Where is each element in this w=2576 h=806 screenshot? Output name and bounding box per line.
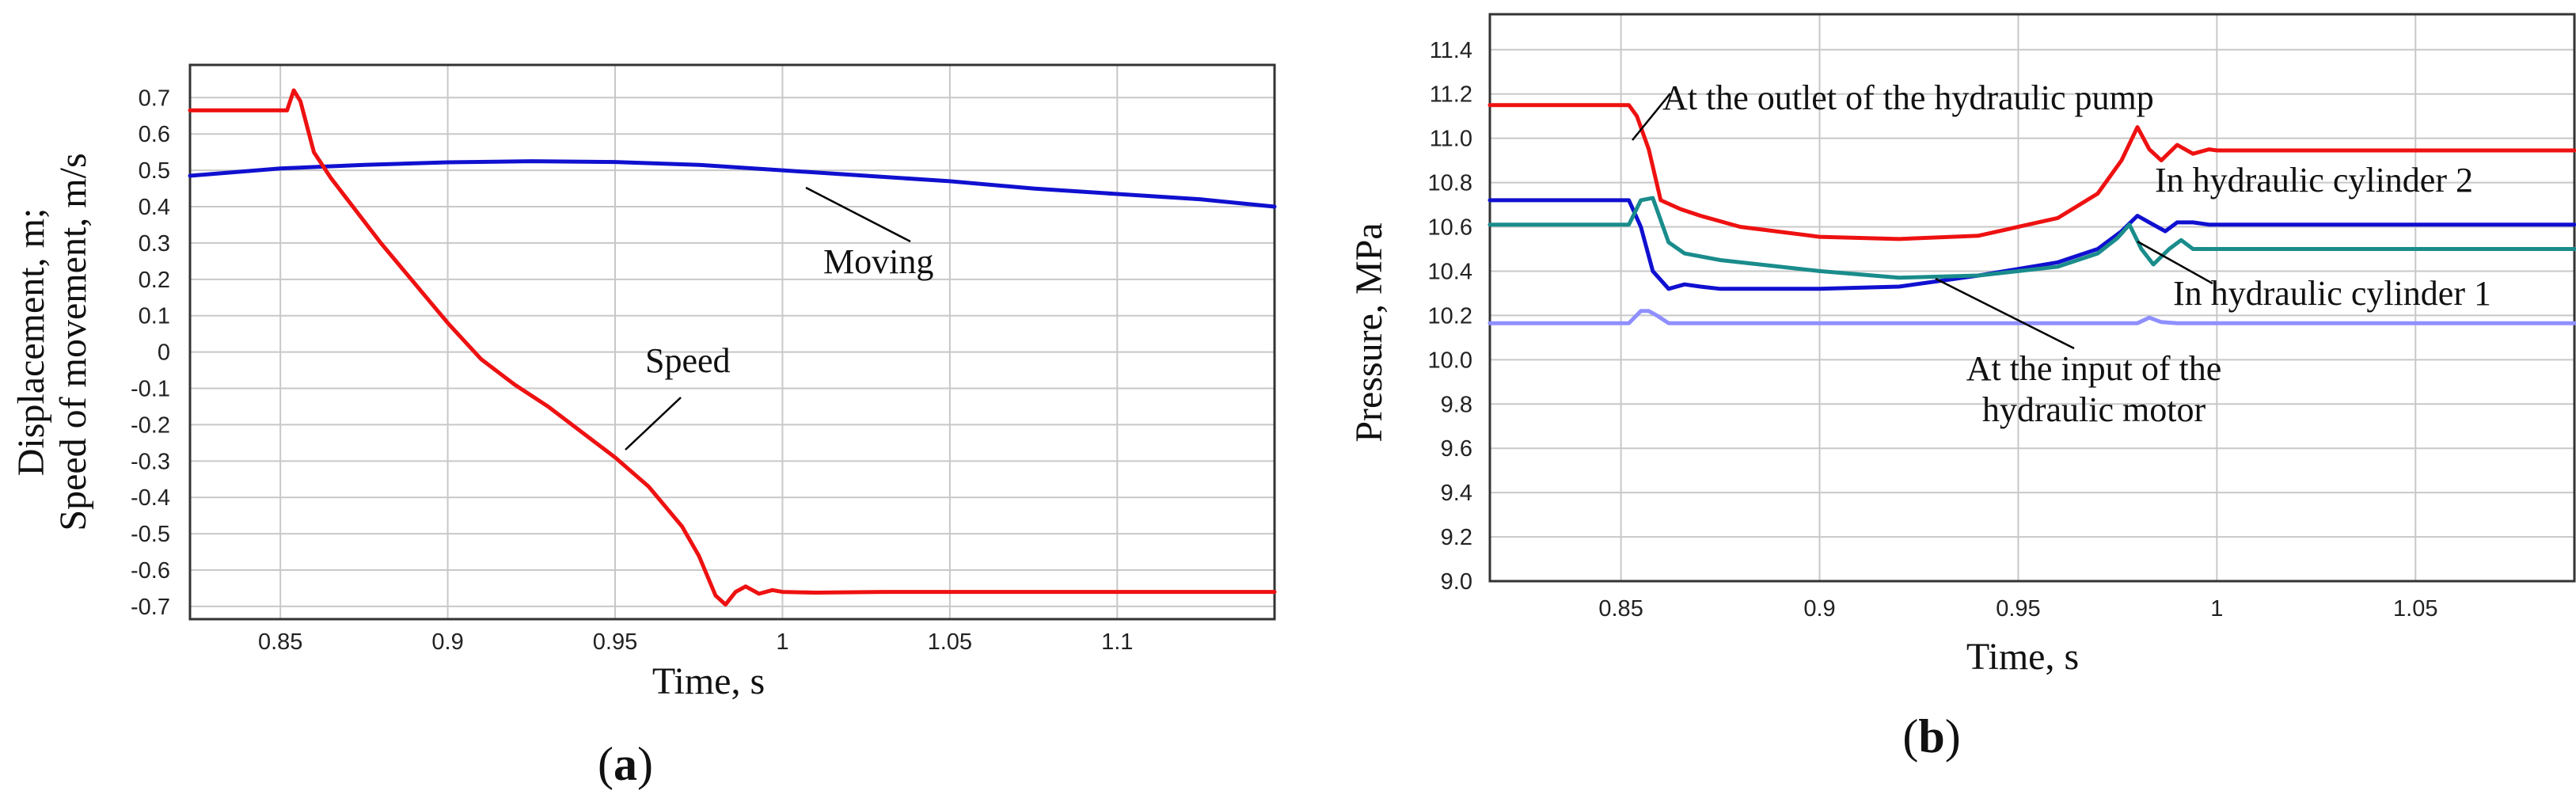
- chart-b-x-tick-label: 1.05: [2393, 596, 2437, 622]
- panel-label-a: (a): [598, 738, 653, 790]
- chart-a-y-tick-label: 0.6: [139, 122, 170, 147]
- chart-b-annotation-label: At the outlet of the hydraulic pump: [1662, 78, 2154, 117]
- chart-b-x-tick-label: 0.9: [1803, 596, 1835, 622]
- chart-b-annotation-leader: [2137, 240, 2213, 285]
- chart-a-x-tick-label: 1.05: [928, 629, 972, 655]
- chart-a-annotation-label: Speed: [645, 341, 731, 380]
- chart-b-y-tick-label: 10.6: [1428, 215, 1472, 241]
- chart-a-annotations: Moving Speed: [625, 186, 933, 451]
- chart-a-y-tick-label: 0: [158, 340, 170, 366]
- chart-a-y-tick-label: 0.5: [139, 158, 170, 184]
- chart-b-series-line-2: [1487, 198, 2576, 291]
- chart-b-x-tick-label: 1: [2210, 596, 2223, 622]
- chart-b-x-tick-label: 0.95: [1996, 596, 2040, 622]
- chart-a-y-tick-label: 0.2: [139, 268, 170, 293]
- chart-a-y-tick-label: 0.7: [139, 86, 170, 111]
- chart-a-x-axis-label: Time, s: [652, 660, 765, 702]
- chart-a-x-tick-label: 1.1: [1101, 629, 1133, 655]
- chart-b-y-tick-label: 10.8: [1428, 171, 1472, 196]
- chart-a-y-tick-label: -0.1: [131, 377, 170, 402]
- chart-b-annotation-leader: [1935, 277, 2075, 350]
- chart-a-y-axis-label-line1: Displacement, m;: [10, 208, 52, 477]
- chart-b-series: [1487, 103, 2576, 325]
- chart-b-plot-frame: [1488, 13, 2576, 583]
- chart-b-grid: [1490, 14, 2574, 582]
- chart-a: 0.85 0.9 0.95 1 1.05 1.1 0.70.60.50.40.30.20.…: [10, 63, 1277, 790]
- chart-a-annotation-leader: [805, 186, 911, 243]
- chart-a-x-tick-label: 0.95: [593, 629, 637, 655]
- chart-a-series-line-1: [188, 159, 1277, 209]
- chart-b-y-tick-label: 9.0: [1441, 569, 1472, 595]
- chart-b-series-line-4: [1487, 309, 2576, 325]
- chart-b-annotation-label: At the input of the hydraulic motor: [1966, 349, 2222, 429]
- chart-b-annotation-label: In hydraulic cylinder 1: [2173, 274, 2491, 313]
- chart-a-y-tick-label: 0.1: [139, 304, 170, 329]
- chart-a-x-ticks: 0.85 0.9 0.95 1 1.05 1.1: [258, 629, 1133, 655]
- chart-b-y-tick-label: 10.4: [1428, 259, 1472, 284]
- chart-b-x-ticks: 0.85 0.9 0.95 1 1.05: [1598, 596, 2437, 622]
- panel-label-b: (b): [1902, 710, 1960, 762]
- chart-b-series-line-1: [1487, 103, 2576, 241]
- chart-a-y-tick-label: -0.4: [131, 485, 170, 511]
- chart-a-y-tick-label: -0.2: [131, 413, 170, 438]
- chart-b-annotation-leader: [1632, 93, 1671, 141]
- chart-b-y-tick-label: 9.8: [1441, 392, 1472, 417]
- chart-b-annotations: At the outlet of the hydraulic pump In hy…: [1632, 78, 2491, 429]
- chart-a-y-tick-label: -0.6: [131, 558, 170, 584]
- chart-a-x-tick-label: 0.9: [431, 629, 463, 655]
- chart-a-y-tick-label: -0.3: [131, 449, 170, 474]
- chart-a-x-tick-label: 0.85: [258, 629, 302, 655]
- chart-b-y-ticks: 11.4 11.2 11.0 10.8 10.6 10.4 10.2 10.0 9.8 9.6 9.…: [1428, 38, 1472, 595]
- chart-b-x-tick-label: 0.85: [1598, 596, 1643, 622]
- chart-a-y-axis-label-line2: Speed of movement, m/s: [52, 153, 94, 530]
- chart-b-y-tick-label: 9.2: [1441, 525, 1472, 550]
- chart-a-plot-frame: [188, 63, 1276, 621]
- chart-b: 0.85 0.9 0.95 1 1.05 11.4 11.2 11.0 10.8 10.6 10.…: [1348, 13, 2576, 762]
- chart-b-y-tick-label: 10.0: [1428, 348, 1472, 373]
- chart-a-y-tick-label: 0.3: [139, 231, 170, 257]
- chart-a-y-tick-label: -0.5: [131, 522, 170, 547]
- chart-b-annotation-label: In hydraulic cylinder 2: [2155, 161, 2473, 200]
- chart-b-x-axis-label: Time, s: [1966, 636, 2079, 678]
- chart-b-y-tick-label: 9.4: [1441, 481, 1472, 506]
- chart-b-y-axis-label: Pressure, MPa: [1348, 222, 1390, 442]
- chart-b-y-tick-label: 10.2: [1428, 303, 1472, 329]
- chart-a-grid: [190, 65, 1275, 619]
- chart-a-annotation-leader: [625, 397, 682, 451]
- chart-a-y-ticks: 0.7 0.6 0.5 0.4 0.3 0.2 0.1 0 -0.1 -0.2 -0.3 -0.4 -0…: [131, 86, 170, 620]
- chart-b-y-tick-label: 9.6: [1441, 436, 1472, 462]
- chart-a-x-tick-label: 1: [776, 629, 788, 655]
- chart-b-series-line-3: [1487, 196, 2576, 280]
- chart-a-y-tick-label: 0.4: [139, 195, 170, 220]
- chart-b-y-tick-label: 11.2: [1430, 82, 1472, 108]
- chart-a-y-tick-label: -0.7: [131, 595, 170, 620]
- chart-b-y-tick-label: 11.4: [1430, 38, 1472, 63]
- chart-a-annotation-label: Moving: [823, 242, 933, 281]
- chart-a-series: [188, 88, 1277, 607]
- chart-a-series-line-2: [188, 88, 1277, 607]
- chart-b-y-tick-label: 11.0: [1430, 127, 1472, 152]
